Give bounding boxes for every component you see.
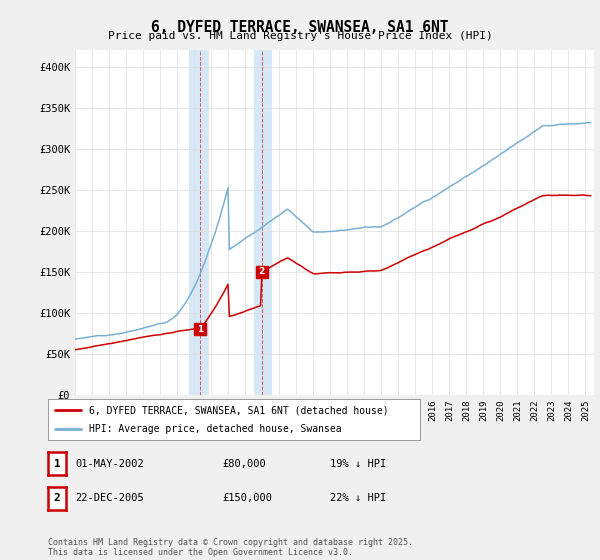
Text: Price paid vs. HM Land Registry's House Price Index (HPI): Price paid vs. HM Land Registry's House …	[107, 31, 493, 41]
Text: 1: 1	[197, 325, 203, 334]
Bar	[189, 50, 209, 395]
Bar	[254, 50, 272, 395]
Text: 01-MAY-2002: 01-MAY-2002	[75, 459, 144, 469]
Text: 19% ↓ HPI: 19% ↓ HPI	[330, 459, 386, 469]
Text: 2: 2	[259, 267, 265, 276]
Text: £80,000: £80,000	[222, 459, 266, 469]
Text: £150,000: £150,000	[222, 493, 272, 503]
Text: HPI: Average price, detached house, Swansea: HPI: Average price, detached house, Swan…	[89, 424, 341, 433]
Text: 1: 1	[53, 459, 61, 469]
Text: 2: 2	[53, 493, 61, 503]
Text: Contains HM Land Registry data © Crown copyright and database right 2025.
This d: Contains HM Land Registry data © Crown c…	[48, 538, 413, 557]
Text: 22-DEC-2005: 22-DEC-2005	[75, 493, 144, 503]
Text: 6, DYFED TERRACE, SWANSEA, SA1 6NT (detached house): 6, DYFED TERRACE, SWANSEA, SA1 6NT (deta…	[89, 405, 389, 415]
Text: 6, DYFED TERRACE, SWANSEA, SA1 6NT: 6, DYFED TERRACE, SWANSEA, SA1 6NT	[151, 20, 449, 35]
Text: 22% ↓ HPI: 22% ↓ HPI	[330, 493, 386, 503]
